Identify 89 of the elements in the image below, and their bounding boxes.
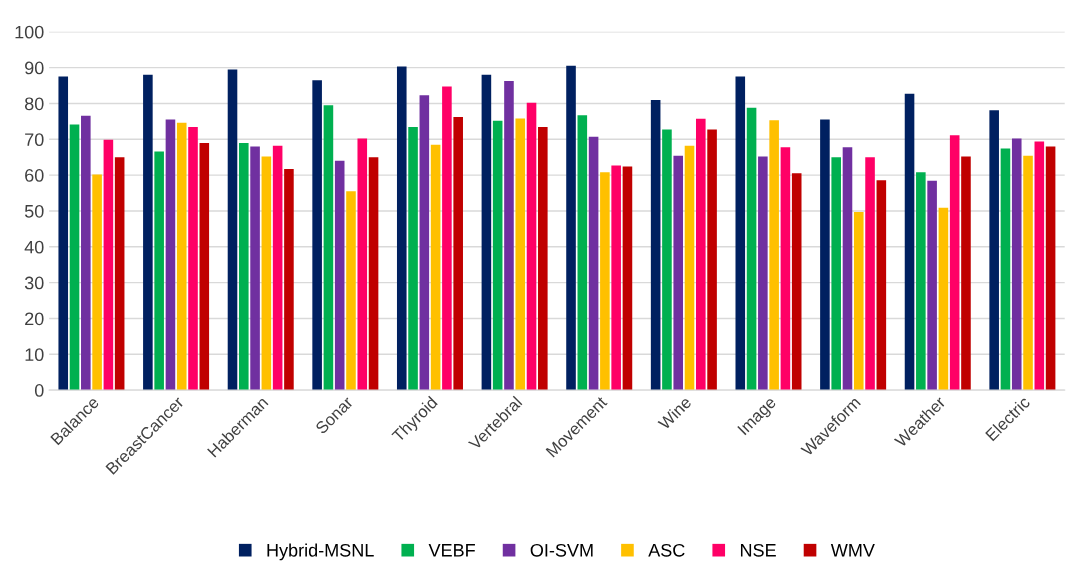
bar <box>566 65 576 391</box>
y-tick-label: 90 <box>25 61 44 75</box>
y-tick-label: 60 <box>25 169 44 182</box>
bar <box>526 102 537 391</box>
bar <box>820 119 830 391</box>
y-tick-label: 70 <box>25 133 44 147</box>
bar <box>143 74 153 391</box>
bar <box>611 165 621 391</box>
y-tick-label: 40 <box>24 240 44 254</box>
bar <box>831 157 841 391</box>
bar <box>684 145 695 391</box>
bar <box>188 127 198 391</box>
bar <box>853 212 864 391</box>
bar <box>916 172 926 391</box>
bar <box>780 147 791 391</box>
bar <box>430 144 441 391</box>
bar <box>81 115 91 391</box>
bar <box>442 86 452 391</box>
bar <box>1034 141 1045 391</box>
legend-label: WMV <box>830 544 875 557</box>
bar <box>746 107 757 391</box>
legend-label: OI-SVM <box>530 543 593 557</box>
bar <box>949 135 960 391</box>
bar <box>165 119 176 391</box>
bar <box>453 117 463 391</box>
bar <box>154 151 164 391</box>
legend-label: VEBF <box>428 544 475 557</box>
legend-label: NSE <box>740 543 776 557</box>
bar <box>662 129 672 391</box>
bar <box>492 120 503 391</box>
bar <box>250 146 260 391</box>
bar <box>791 173 802 391</box>
y-tick-label: 100 <box>15 25 44 39</box>
bar <box>758 156 768 391</box>
bar <box>842 147 853 391</box>
bar <box>515 118 526 391</box>
bar <box>368 157 379 391</box>
bar <box>323 105 334 391</box>
y-tick-label: 80 <box>24 97 44 111</box>
bar <box>673 155 684 391</box>
bar <box>961 156 971 391</box>
bar <box>312 80 322 391</box>
bar <box>577 115 588 391</box>
y-tick-label: 50 <box>24 204 44 218</box>
bar <box>650 99 661 391</box>
bar <box>600 172 610 391</box>
bar <box>481 74 492 391</box>
bar <box>938 207 949 391</box>
y-tick-label: 20 <box>25 312 44 326</box>
bar <box>1023 155 1033 391</box>
bar <box>227 69 238 391</box>
bar <box>103 139 114 391</box>
bar <box>865 157 875 391</box>
bar <box>989 110 999 391</box>
bar <box>1045 146 1056 391</box>
bar <box>904 93 915 391</box>
bar <box>272 145 283 391</box>
bar <box>114 157 125 391</box>
bar <box>419 95 430 391</box>
bar <box>696 118 706 391</box>
bar <box>927 180 937 391</box>
y-tick-label: 0 <box>34 384 44 397</box>
bar <box>396 66 407 391</box>
bar <box>622 166 633 391</box>
bar <box>69 124 80 391</box>
bar <box>1011 138 1022 391</box>
bar <box>1000 148 1011 391</box>
bar <box>876 180 887 391</box>
bar <box>769 120 779 391</box>
bar <box>334 160 345 391</box>
bar <box>504 80 514 391</box>
bar <box>261 156 272 391</box>
bar <box>199 142 210 391</box>
y-tick-label: 30 <box>24 276 44 290</box>
bar <box>346 191 356 391</box>
bar <box>176 122 187 391</box>
bar <box>92 174 102 391</box>
legend-label: Hybrid-MSNL <box>267 543 374 561</box>
legend-label: ASC <box>648 543 685 557</box>
y-tick-label: 10 <box>25 348 44 362</box>
bar <box>284 169 294 391</box>
bar <box>238 142 249 391</box>
bar <box>707 129 717 391</box>
bar <box>538 127 548 391</box>
bar <box>357 138 368 391</box>
bar <box>408 127 418 391</box>
bar <box>588 136 599 391</box>
bar <box>58 76 69 391</box>
bar <box>735 76 746 391</box>
